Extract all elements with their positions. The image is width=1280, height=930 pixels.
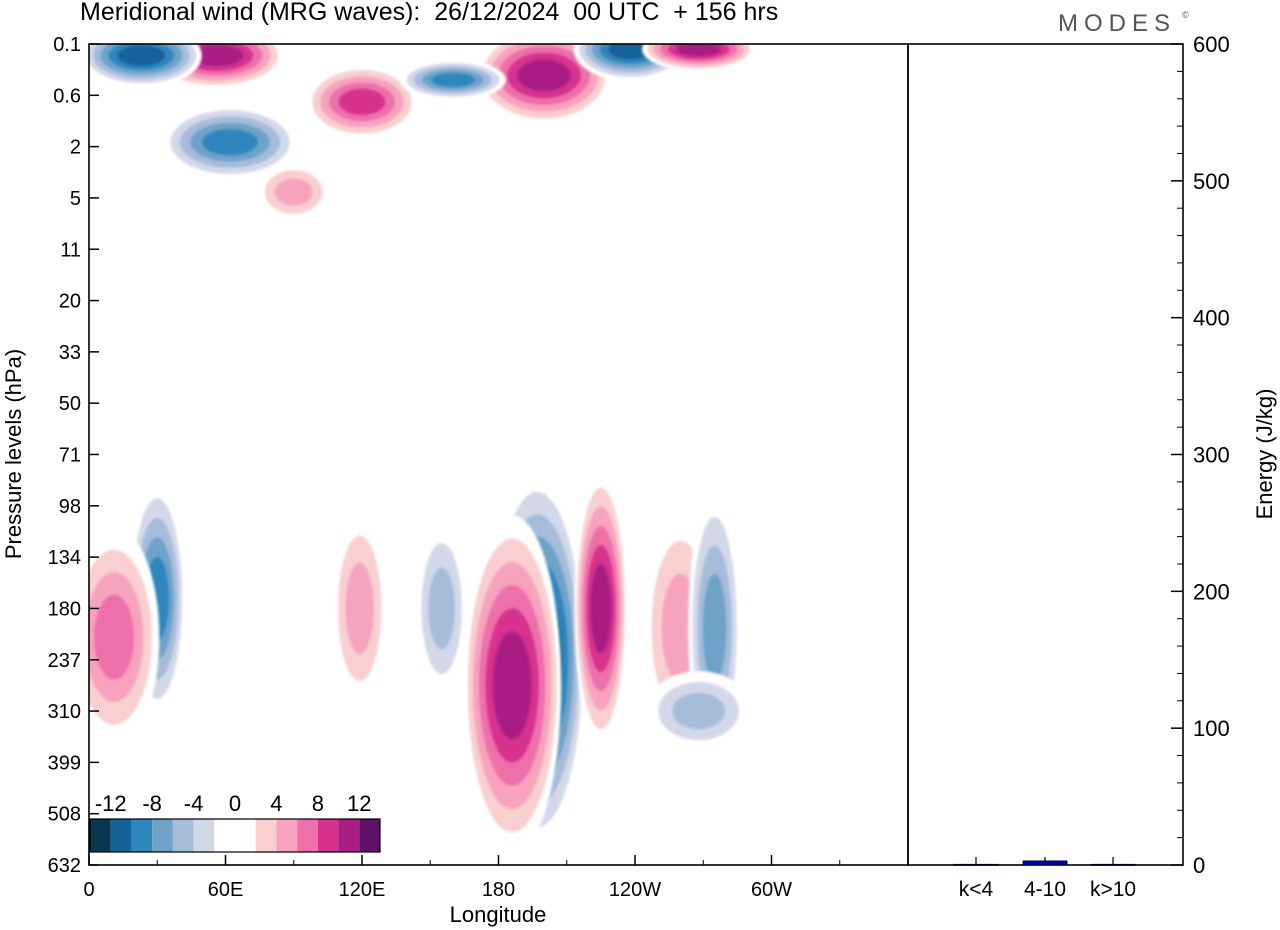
colorbar-tick-label: -12 [95, 791, 127, 816]
x-tick-label: 180 [482, 879, 515, 901]
energy-panel-frame [907, 43, 1184, 866]
y-axis-label: Pressure levels (hPa) [1, 349, 26, 559]
heatmap-cell [274, 178, 313, 206]
heatmap-cell [117, 45, 166, 66]
y-tick-label: 508 [48, 804, 81, 826]
colorbar-swatch [131, 819, 153, 852]
x-tick-label: 0 [83, 879, 94, 901]
heatmap-cell [428, 567, 455, 650]
energy-axis-label: Energy (J/kg) [1252, 389, 1277, 520]
y-tick-label: 2 [70, 137, 81, 159]
copyright-mark: © [1182, 10, 1189, 20]
heatmap-cell [702, 574, 727, 682]
heatmap-cell [608, 44, 653, 60]
colorbar-swatch [235, 819, 256, 852]
colorbar-swatch [214, 819, 235, 852]
heatmap-cell [672, 692, 725, 730]
colorbar-tick-label: 12 [347, 791, 371, 816]
energy-y-tick-label: 300 [1193, 443, 1230, 468]
colorbar-tick-label: 8 [312, 791, 324, 816]
colorbar-swatch [172, 819, 194, 852]
y-tick-label: 237 [48, 650, 81, 672]
y-tick-label: 0.6 [53, 85, 81, 107]
colorbar-tick-label: -8 [142, 791, 162, 816]
heatmap-cell [94, 594, 134, 680]
colorbar-swatch [193, 819, 215, 852]
colorbar-swatch [276, 819, 298, 852]
colorbar-swatch [359, 819, 380, 852]
y-tick-label: 180 [48, 598, 81, 620]
heatmap-cell [189, 44, 244, 67]
heatmap-cell [676, 44, 721, 57]
y-tick-label: 20 [59, 291, 81, 313]
chart-title: Meridional wind (MRG waves): 26/12/2024 … [80, 0, 779, 26]
x-tick-label: 60E [208, 879, 244, 901]
y-tick-label: 33 [59, 342, 81, 364]
heatmap-field [89, 44, 756, 856]
y-tick-label: 50 [59, 393, 81, 415]
colorbar-swatch [90, 819, 111, 852]
colorbar-tick-label: -4 [184, 791, 204, 816]
energy-y-tick-label: 600 [1193, 32, 1230, 57]
heatmap-cell [345, 563, 374, 654]
heatmap-cell [590, 564, 612, 653]
energy-y-tick-label: 100 [1193, 716, 1230, 741]
y-tick-label: 11 [60, 239, 81, 261]
colorbar-swatch [338, 819, 360, 852]
energy-bars: 0 100 200 300 400 500 600 Energy (J/kg) k<4 4-10 k… [953, 32, 1277, 901]
colorbar-swatch [152, 819, 173, 852]
colorbar-swatch [255, 819, 277, 852]
y-tick-label: 5 [70, 188, 81, 210]
energy-y-tick-label: 200 [1193, 579, 1230, 604]
y-tick-label: 632 [48, 855, 81, 877]
colorbar-tick-label: 0 [229, 791, 241, 816]
heatmap-cell [492, 631, 532, 740]
energy-y-tick-label: 400 [1193, 306, 1230, 331]
energy-category-label: 4-10 [1024, 878, 1066, 901]
x-tick-label: 120W [609, 879, 661, 901]
modes-logo: MODES [1058, 10, 1177, 37]
colorbar-frame [89, 818, 381, 853]
energy-category-label: k<4 [959, 878, 994, 901]
heatmap-cell [338, 88, 386, 115]
x-tick-label: 60W [751, 879, 792, 901]
energy-y-tick-label: 500 [1193, 169, 1230, 194]
energy-y-tick-label: 0 [1193, 853, 1205, 878]
y-tick-label: 98 [59, 496, 81, 518]
x-tick-label: 120E [339, 879, 386, 901]
heatmap-cell [517, 59, 571, 92]
colorbar-tick-label: 4 [270, 791, 282, 816]
y-tick-label: 71 [59, 445, 81, 467]
colorbar: -12 -8 -4 0 4 8 12 [89, 791, 381, 853]
y-tick-label: 0.1 [53, 34, 81, 56]
y-tick-label: 134 [48, 547, 81, 569]
x-axis-label: Longitude [450, 902, 547, 927]
colorbar-swatch [317, 819, 339, 852]
heatmap-cell [202, 129, 258, 156]
y-tick-label: 399 [48, 752, 81, 774]
colorbar-swatch [110, 819, 132, 852]
heatmap-cell [431, 72, 475, 87]
colorbar-swatch [297, 819, 318, 852]
axes: 0.1 0.6 2 5 11 20 33 50 71 98 134 180 237 310 399 508 63… [1, 34, 1184, 927]
energy-category-label: k>10 [1090, 878, 1136, 901]
y-tick-label: 310 [48, 701, 81, 723]
